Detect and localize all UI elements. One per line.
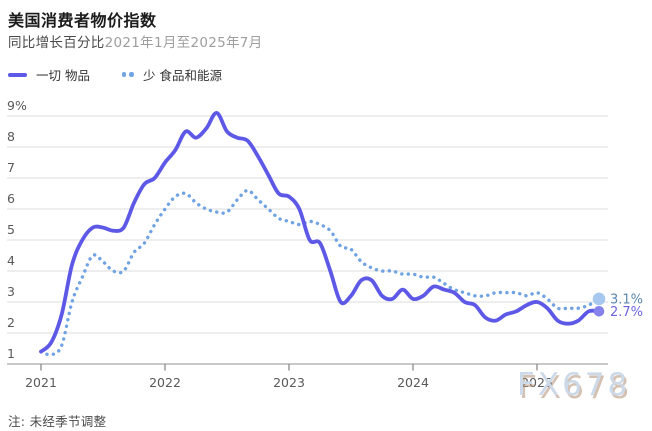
svg-text:8: 8 [7,129,15,144]
legend-label-all-items: 一切 物品 [36,68,90,83]
svg-text:2023: 2023 [273,375,305,390]
chart-subtitle: 同比增长百分比2021年1月至2025年7月 [8,31,263,51]
svg-text:5: 5 [7,222,15,237]
svg-text:3: 3 [7,284,15,299]
svg-text:3.1%: 3.1% [610,292,643,307]
legend-label-core: 少 食品和能源 [142,68,222,83]
svg-text:4: 4 [7,253,15,268]
svg-text:2025: 2025 [521,375,553,390]
solid-line-swatch-icon [8,72,27,77]
svg-text:7: 7 [7,160,15,175]
subtitle-date-range: 2021年1月至2025年7月 [104,35,263,51]
cpi-line-chart: 2021 2022 2023 2024 2025 1 2 3 4 5 6 7 8 9% 3.1%2.7% [7,98,643,390]
legend-item-all-items: 一切 物品 [8,65,90,84]
svg-text:6: 6 [7,191,15,206]
svg-text:1: 1 [7,346,15,361]
footnote: 注: 未经季节调整 [8,414,107,429]
svg-text:2.7%: 2.7% [610,305,643,320]
subtitle-measure: 同比增长百分比 [8,35,105,51]
chart-legend: 一切 物品 少 食品和能源 [8,65,222,84]
svg-text:2: 2 [7,315,15,330]
svg-text:2022: 2022 [149,375,181,390]
page-title: 美国消费者物价指数 [8,11,157,30]
watermark: FX678 [517,367,631,403]
svg-text:2021: 2021 [25,375,57,390]
svg-text:9%: 9% [7,98,27,113]
dotted-line-swatch-icon [121,72,134,77]
svg-text:2024: 2024 [397,375,429,390]
legend-item-core: 少 食品和能源 [121,65,222,84]
